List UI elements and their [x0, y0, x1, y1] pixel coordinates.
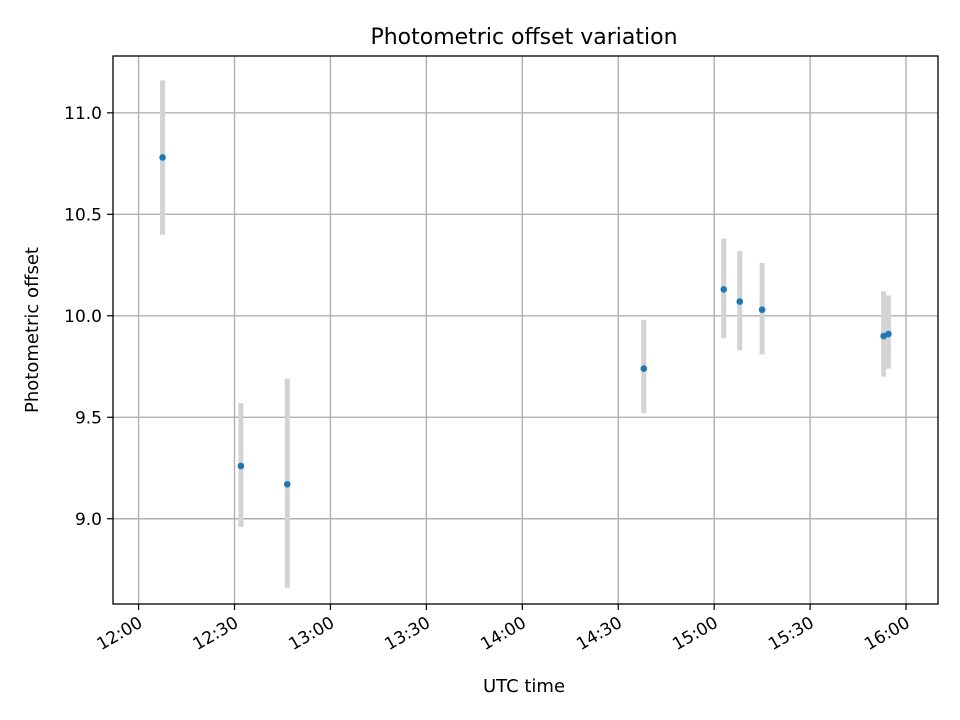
y-tick-label: 9.0	[75, 510, 102, 530]
y-axis-label: Photometric offset	[22, 247, 43, 413]
data-point	[640, 365, 648, 372]
data-point	[159, 154, 166, 161]
x-tick-label: 12:00	[94, 613, 146, 655]
x-tick-label: 12:30	[190, 613, 242, 655]
grid	[113, 56, 938, 604]
y-tick-label: 9.5	[75, 408, 102, 428]
data-points	[159, 154, 892, 488]
data-point	[283, 480, 291, 488]
data-point	[758, 306, 766, 314]
x-axis-ticks: 12:00 12:30 13:00 13:30 14:00 14:30 15:00 15:30…	[94, 604, 914, 655]
x-tick-label: 15:00	[669, 613, 721, 655]
x-tick-label: 16:00	[861, 613, 913, 655]
y-axis-ticks: 9.0 9.5 10.0 10.5 11.0	[64, 104, 113, 530]
plot-frame	[112, 55, 939, 605]
y-tick-label: 11.0	[64, 104, 102, 124]
x-tick-label: 14:30	[573, 613, 625, 655]
chart-title: Photometric offset variation	[370, 25, 677, 50]
x-axis-label: UTC time	[483, 676, 565, 697]
data-point	[885, 330, 892, 338]
y-tick-label: 10.5	[64, 205, 102, 225]
x-tick-label: 13:00	[286, 613, 338, 655]
data-point	[736, 298, 744, 305]
x-tick-label: 15:30	[765, 613, 817, 655]
x-tick-label: 13:30	[381, 613, 433, 655]
data-point	[237, 462, 245, 470]
y-tick-label: 10.0	[64, 307, 102, 327]
data-point	[720, 286, 728, 293]
x-tick-label: 14:00	[477, 613, 529, 655]
error-bars	[160, 80, 891, 588]
